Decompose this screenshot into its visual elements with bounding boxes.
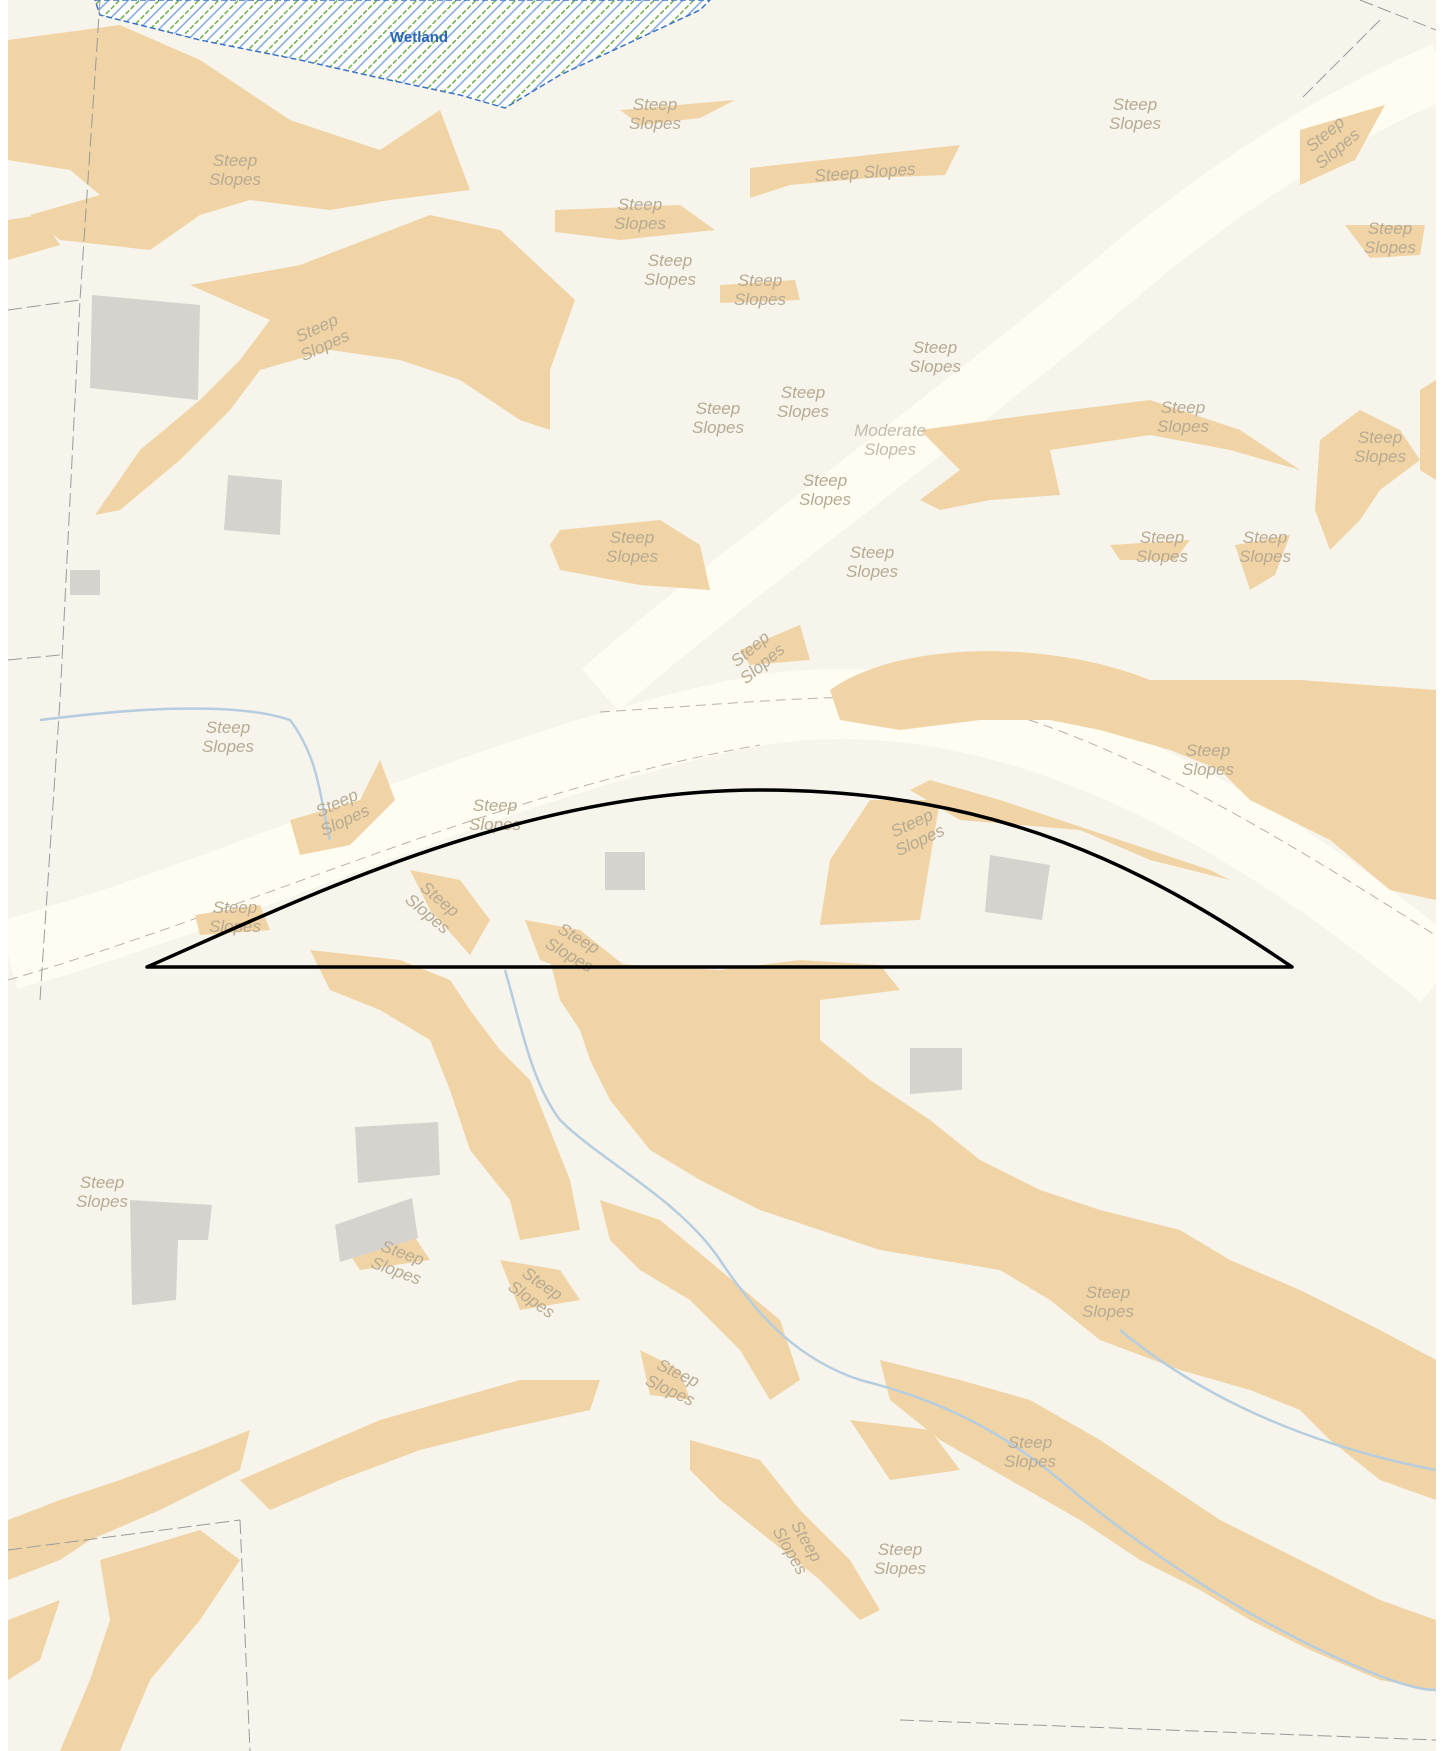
slope-area [910,780,1230,880]
slope-area [720,280,800,303]
building [224,475,282,535]
slope-area [600,1200,800,1400]
slope-area [500,1260,580,1310]
slope-area [95,215,575,515]
main-road [8,668,1436,1003]
slope-area [310,950,580,1240]
slope-area [850,1420,960,1480]
road-edge-line [8,744,761,981]
building [130,1200,212,1305]
slope-area [555,205,715,240]
parcel-line [39,0,101,1001]
stream-line [39,707,332,841]
slope-area [750,145,960,198]
building [70,570,100,595]
slope-label: Moderate Slopes [854,421,926,459]
slope-area [550,520,710,590]
building [355,1122,440,1183]
slope-area [740,625,810,665]
slope-area [1110,540,1190,560]
slope-area [1300,105,1385,185]
building [985,855,1050,920]
slope-area [640,1350,690,1400]
slope-areas [8,25,1436,1751]
slope-area [550,960,1436,1500]
slope-area [8,25,470,250]
building [910,1048,962,1094]
slope-area [8,215,60,260]
building [335,1198,418,1262]
parcel-line [8,1519,241,1551]
stream-line [1119,1329,1436,1472]
building [605,852,645,890]
wetland-label: Wetland [390,29,448,46]
slope-area [1345,225,1425,258]
slope-area [60,1530,240,1751]
slope-area [620,100,735,125]
slope-area [820,800,940,925]
slope-area [920,400,1300,510]
parcel-line [899,1719,1436,1741]
parcel-lines [8,0,1436,1751]
buildings [70,295,1050,1305]
slope-area [8,1600,60,1680]
parcel-line [1359,0,1436,31]
slope-area [1235,535,1290,590]
wetland-area[interactable] [94,0,712,109]
building [90,295,200,400]
slope-area [410,870,490,955]
slope-area [830,651,1436,900]
parcel-line [8,654,61,661]
slope-area [1420,380,1436,480]
slope-area [690,1440,880,1620]
stream-line [503,969,1436,1692]
slope-area [1315,410,1420,550]
streams [39,707,1436,1692]
drawn-area-outline[interactable] [145,788,1294,969]
road-edge-line [599,696,1436,937]
slope-area [240,1380,600,1510]
slope-area [290,760,395,855]
slope-area [880,1360,1436,1690]
slope-area [195,905,270,935]
parcel-line [8,299,81,311]
parcel-line [239,1519,251,1751]
